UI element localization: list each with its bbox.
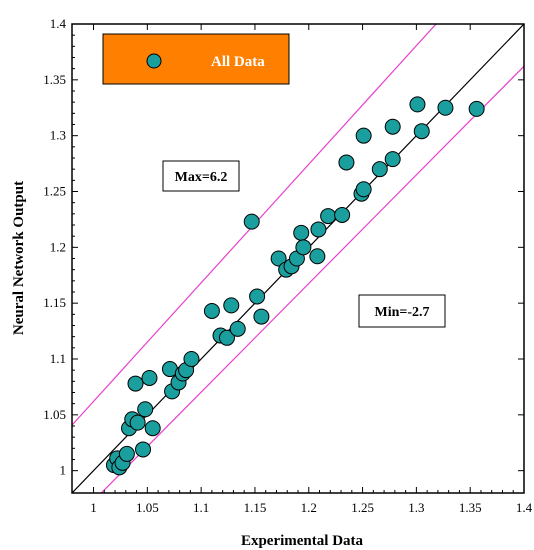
y-tick-label: 1.25	[43, 184, 66, 199]
legend-box	[102, 33, 290, 85]
data-point	[334, 206, 351, 223]
y-axis-title: Neural Network Output	[11, 181, 27, 335]
y-tick-label: 1.3	[50, 128, 66, 143]
data-point	[295, 239, 312, 256]
data-point	[203, 302, 220, 319]
x-tick-label: 1.25	[351, 500, 374, 515]
y-tick-label: 1.1	[50, 351, 66, 366]
data-point	[183, 351, 200, 367]
x-tick-label: 1.1	[193, 500, 209, 515]
data-point	[468, 100, 485, 117]
data-point	[371, 161, 388, 178]
data-points-layer	[105, 96, 485, 476]
x-tick-label: 1.3	[408, 500, 424, 515]
data-point	[141, 369, 158, 386]
reference-line-1	[72, 24, 437, 426]
legend-label: All Data	[211, 54, 265, 70]
x-tick-label: 1.15	[244, 500, 267, 515]
data-point	[320, 208, 337, 225]
y-tick-label: 1.2	[50, 239, 66, 254]
data-point	[243, 213, 260, 230]
axes-layer: 1 1.05 1.1 1.15 1.2 1.25 1.3 1.35 1.4 1 1.05 1.1 1.1…	[43, 16, 532, 515]
legend-marker	[146, 53, 162, 69]
y-tick-label: 1	[60, 463, 67, 478]
data-point	[127, 375, 144, 392]
x-tick-label: 1.35	[459, 500, 482, 515]
data-point	[137, 401, 154, 418]
max-annotation-box	[162, 160, 240, 192]
y-tick-label: 1.15	[43, 295, 66, 310]
data-point	[129, 414, 146, 431]
max-annotation: Max=6.2	[175, 170, 228, 185]
data-point	[223, 297, 240, 314]
x-tick-label: 1.2	[301, 500, 317, 515]
data-point	[437, 99, 454, 116]
data-point	[355, 127, 372, 144]
min-annotation-box	[358, 294, 446, 328]
data-point	[253, 308, 270, 325]
data-point	[135, 441, 152, 458]
x-tick-label: 1	[90, 500, 97, 515]
data-point	[310, 221, 327, 238]
x-tick-label: 1.05	[136, 500, 159, 515]
data-point	[144, 420, 161, 437]
y-tick-label: 1.4	[50, 16, 67, 31]
data-point	[338, 154, 355, 171]
data-point	[218, 329, 235, 346]
data-point	[384, 118, 401, 135]
x-tick-label: 1.4	[516, 500, 533, 515]
min-annotation: Min=-2.7	[374, 305, 429, 320]
data-point	[413, 123, 430, 140]
data-point	[409, 96, 426, 113]
data-point	[355, 181, 372, 198]
data-point	[118, 445, 135, 462]
y-tick-label: 1.05	[43, 407, 66, 422]
y-tick-label: 1.35	[43, 72, 66, 87]
data-point	[384, 151, 401, 168]
data-point	[309, 248, 326, 265]
data-point	[229, 320, 246, 337]
data-point	[270, 250, 287, 267]
data-point	[249, 288, 266, 305]
data-point	[293, 224, 310, 241]
x-axis-title: Experimental Data	[241, 533, 364, 549]
